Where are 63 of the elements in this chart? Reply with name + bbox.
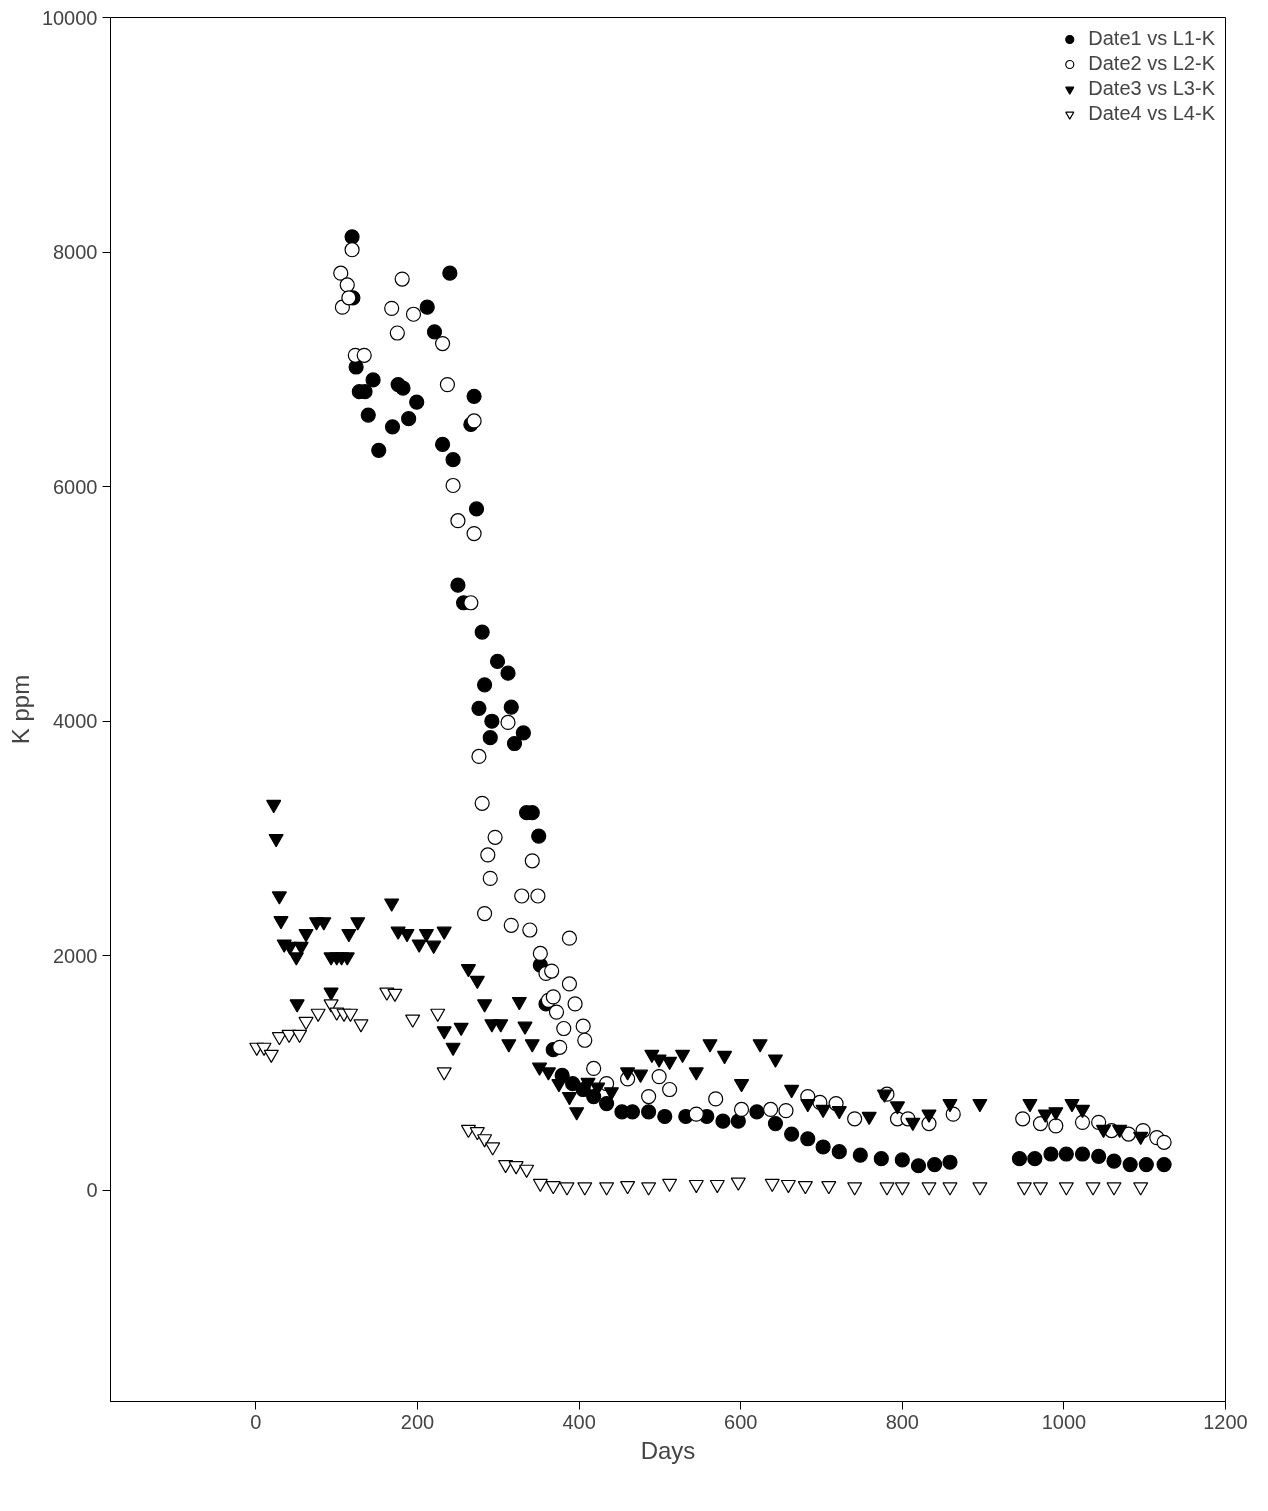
point — [291, 1029, 308, 1044]
point — [476, 1134, 493, 1148]
point — [641, 1182, 657, 1196]
point — [1106, 1182, 1122, 1196]
point — [821, 1181, 837, 1195]
point — [921, 1182, 937, 1196]
point — [271, 1032, 287, 1046]
y-tick-label: 0 — [86, 1179, 98, 1202]
point — [532, 1178, 548, 1193]
point — [847, 1182, 863, 1196]
x-tick-label: 600 — [724, 1410, 758, 1433]
point — [730, 1177, 746, 1191]
point — [879, 1182, 895, 1196]
y-tick-label: 8000 — [53, 241, 98, 264]
y-axis-title: K ppm — [6, 674, 34, 745]
point — [764, 1178, 780, 1193]
point — [485, 1142, 501, 1156]
point — [688, 1179, 704, 1194]
point — [662, 1178, 678, 1193]
y-tick-label: 6000 — [53, 475, 98, 498]
legend-label: Date4 vs L4-K — [1088, 102, 1215, 125]
point — [1133, 1182, 1149, 1196]
point — [436, 1067, 452, 1081]
point — [894, 1182, 910, 1196]
point — [342, 1008, 359, 1022]
x-tick-label: 200 — [400, 1410, 435, 1433]
point — [298, 1016, 314, 1031]
point — [256, 1042, 272, 1056]
point — [620, 1181, 636, 1195]
point — [1016, 1182, 1032, 1196]
x-axis-title: Days — [640, 1436, 696, 1464]
point — [405, 1014, 421, 1028]
legend-label: Date2 vs L2-K — [1088, 52, 1215, 75]
point — [577, 1182, 593, 1196]
x-tick-label: 800 — [885, 1410, 919, 1433]
point — [387, 988, 403, 1003]
point — [469, 1127, 485, 1141]
point — [598, 1182, 615, 1196]
point — [709, 1179, 725, 1194]
point — [780, 1179, 796, 1194]
point — [353, 1019, 369, 1033]
point — [430, 1008, 446, 1022]
point — [519, 1164, 535, 1178]
point — [942, 1182, 958, 1196]
x-tick-label: 1200 — [1203, 1410, 1248, 1433]
point — [310, 1008, 326, 1022]
legend-label: Date3 vs L3-K — [1088, 77, 1215, 100]
point — [545, 1181, 561, 1195]
point — [1085, 1182, 1101, 1196]
y-tick-label: 2000 — [53, 944, 98, 967]
x-tick-label: 1000 — [1041, 1410, 1087, 1433]
legend-label: Date1 vs L1-K — [1088, 27, 1215, 50]
point — [797, 1181, 813, 1195]
point — [1058, 1182, 1074, 1196]
point — [559, 1182, 575, 1196]
point — [263, 1049, 279, 1064]
point — [1032, 1182, 1049, 1196]
point — [972, 1182, 988, 1196]
y-tick-label: 4000 — [53, 710, 98, 733]
point — [508, 1161, 524, 1175]
y-tick-label: 10000 — [41, 6, 98, 29]
x-tick-label: 0 — [250, 1410, 262, 1433]
x-tick-label: 400 — [562, 1410, 596, 1433]
